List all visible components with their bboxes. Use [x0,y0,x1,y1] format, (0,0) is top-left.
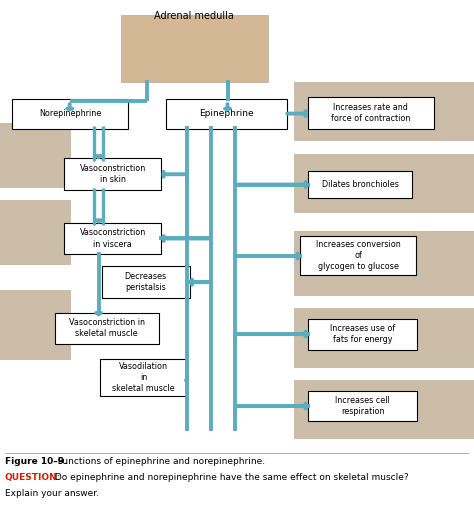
FancyBboxPatch shape [166,99,287,128]
FancyBboxPatch shape [0,290,71,360]
Text: Figure 10–9.: Figure 10–9. [5,457,67,467]
FancyBboxPatch shape [64,158,161,190]
FancyBboxPatch shape [64,223,161,254]
FancyBboxPatch shape [294,82,474,141]
Text: Vasodilation
in
skeletal muscle: Vasodilation in skeletal muscle [112,362,175,393]
FancyBboxPatch shape [121,15,268,82]
FancyBboxPatch shape [100,359,187,396]
Text: Epinephrine: Epinephrine [199,109,254,118]
Text: Do epinephrine and norepinephrine have the same effect on skeletal muscle?: Do epinephrine and norepinephrine have t… [52,473,409,482]
FancyBboxPatch shape [294,154,474,213]
FancyBboxPatch shape [300,236,416,275]
Text: Increases use of
fats for energy: Increases use of fats for energy [330,324,395,344]
FancyBboxPatch shape [294,380,474,439]
Text: Increases conversion
of
glycogen to glucose: Increases conversion of glycogen to gluc… [316,240,401,271]
Text: Increases rate and
force of contraction: Increases rate and force of contraction [331,102,410,123]
FancyBboxPatch shape [308,171,412,198]
FancyBboxPatch shape [0,123,71,188]
FancyBboxPatch shape [308,97,434,128]
Text: Increases cell
respiration: Increases cell respiration [335,396,390,416]
Text: Norepinephrine: Norepinephrine [39,109,101,118]
FancyBboxPatch shape [294,231,474,296]
FancyBboxPatch shape [102,266,190,298]
FancyBboxPatch shape [12,99,128,128]
FancyBboxPatch shape [0,200,71,265]
Text: Dilates bronchioles: Dilates bronchioles [322,180,399,189]
Text: Vasoconstriction
in skin: Vasoconstriction in skin [80,164,146,185]
Text: Explain your answer.: Explain your answer. [5,489,99,499]
FancyBboxPatch shape [294,308,474,368]
Text: Functions of epinephrine and norepinephrine.: Functions of epinephrine and norepinephr… [52,457,265,467]
FancyBboxPatch shape [55,313,159,344]
FancyBboxPatch shape [308,391,417,421]
Text: Vasoconstriction
in viscera: Vasoconstriction in viscera [80,228,146,249]
FancyBboxPatch shape [308,319,417,350]
Text: QUESTION:: QUESTION: [5,473,61,482]
Text: Vasoconstriction in
skeletal muscle: Vasoconstriction in skeletal muscle [69,318,145,339]
Text: Adrenal medulla: Adrenal medulla [155,11,234,21]
Text: Decreases
peristalsis: Decreases peristalsis [125,272,167,292]
